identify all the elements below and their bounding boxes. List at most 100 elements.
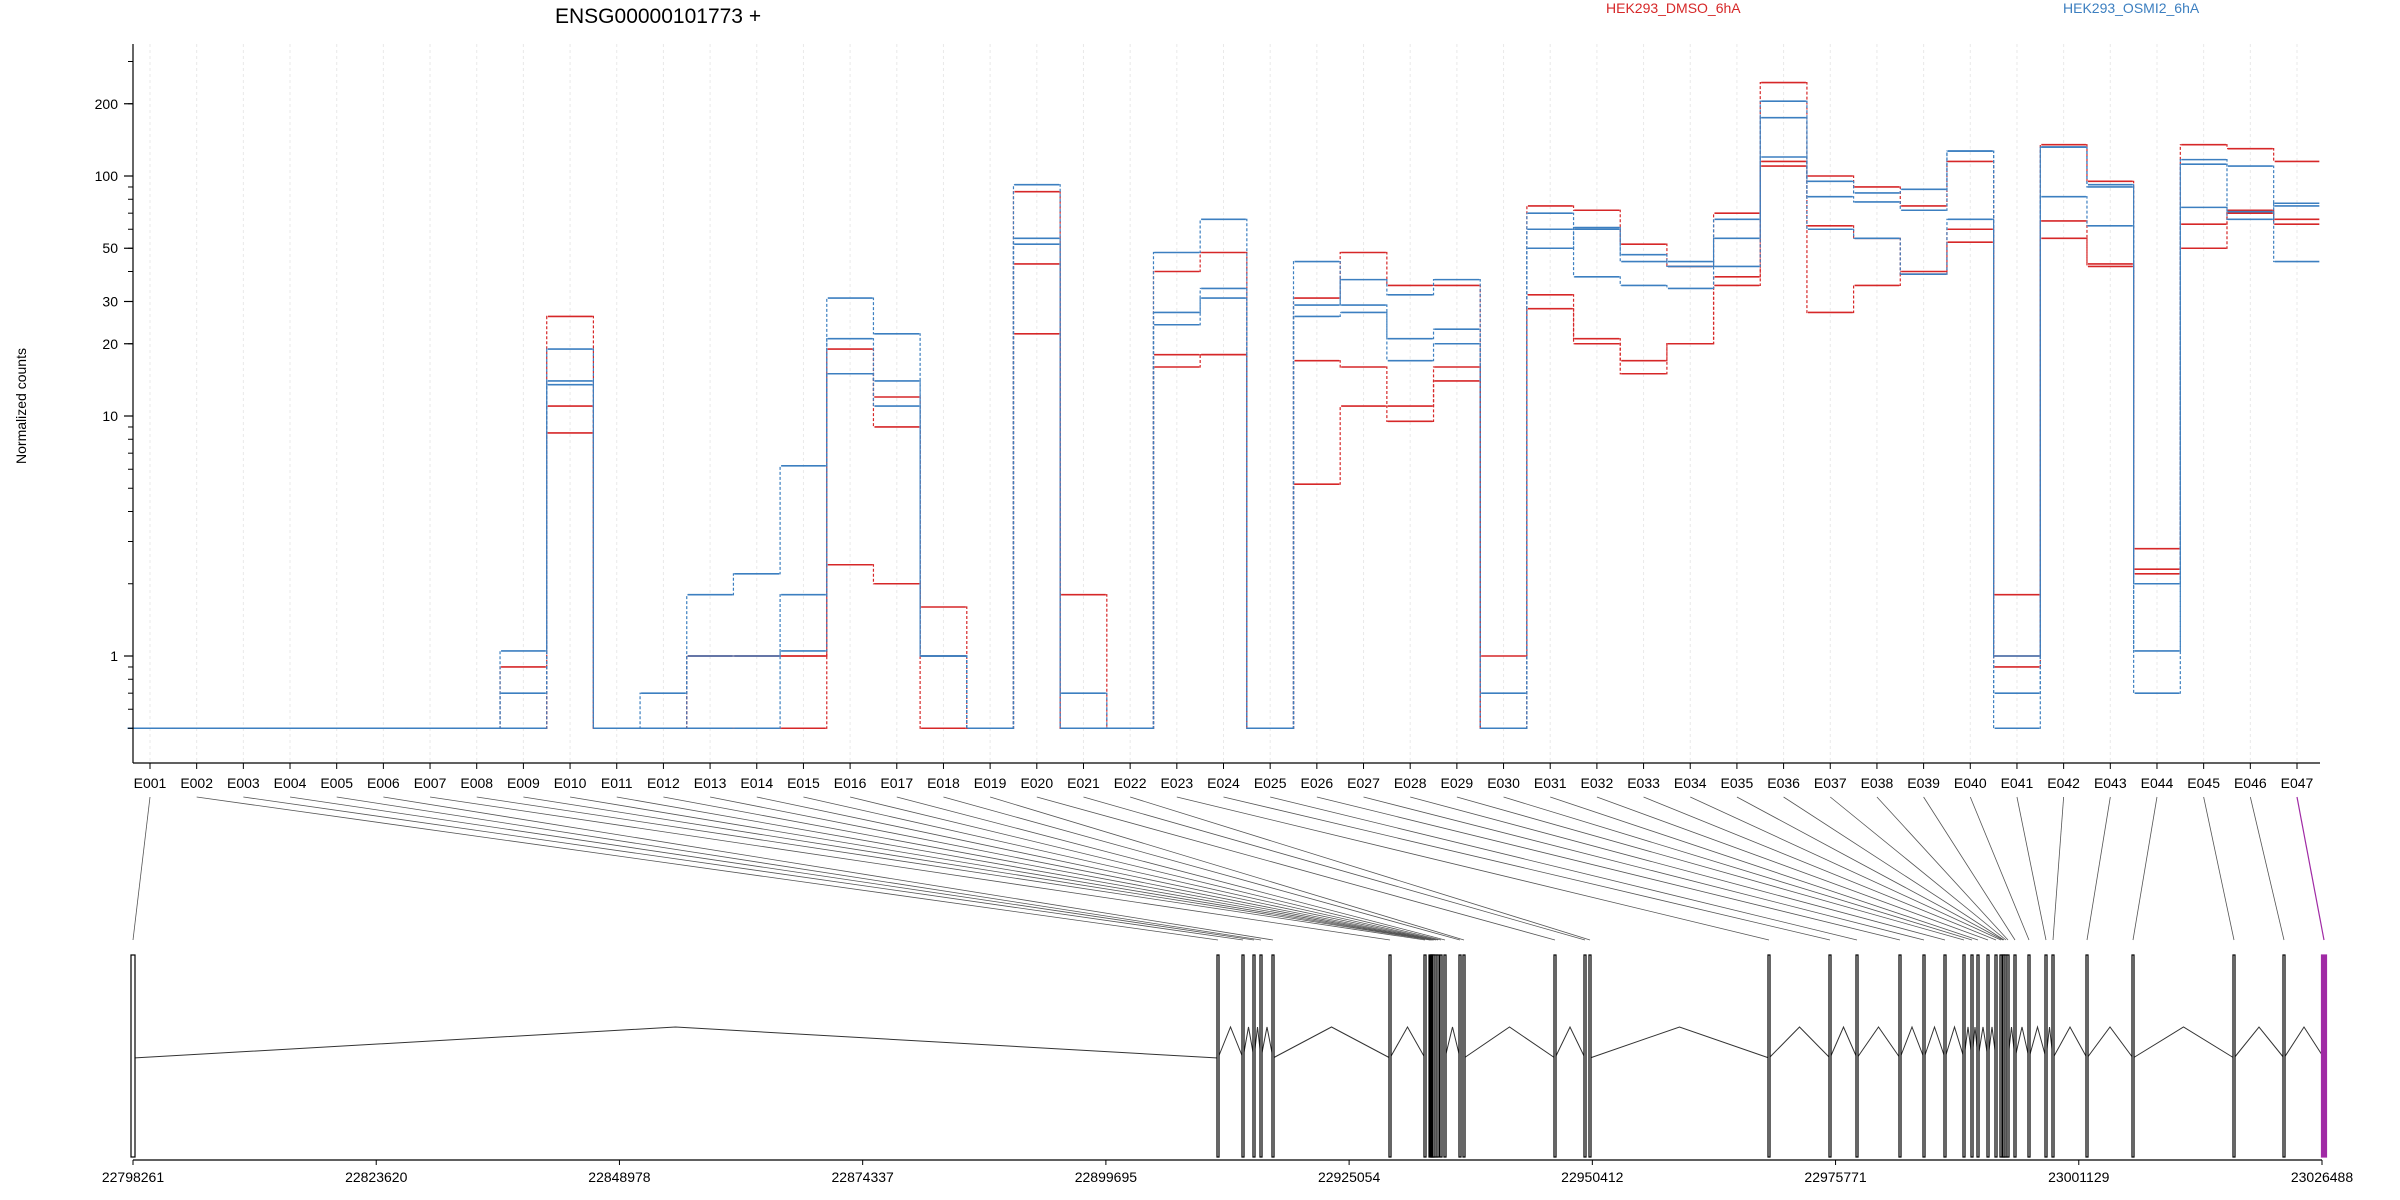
legend-entry-dmso: HEK293_DMSO_6hA xyxy=(1606,0,1741,16)
exon-connector xyxy=(756,796,1437,941)
exon-connector xyxy=(1456,796,1965,941)
exon-connector xyxy=(523,796,1431,941)
exon-connector xyxy=(2203,796,2235,941)
series-connector xyxy=(1152,270,1155,729)
series-connector xyxy=(2085,146,2088,186)
exon-box xyxy=(1216,954,1220,1158)
exon-box xyxy=(1962,954,1966,1158)
genomic-coordinate-label: 23026488 xyxy=(2291,1169,2354,1185)
series-connector xyxy=(1665,343,1668,375)
exon-box xyxy=(2027,954,2031,1158)
series-connector xyxy=(2225,163,2228,220)
series-connector xyxy=(1199,218,1202,254)
exon-label: E018 xyxy=(927,775,960,791)
series-connector xyxy=(1899,188,1902,194)
exon-label: E005 xyxy=(320,775,353,791)
exon-connector xyxy=(2016,796,2047,941)
series-connector xyxy=(919,333,922,657)
exon-box xyxy=(1553,954,1557,1158)
series-connector xyxy=(1385,366,1388,407)
series-connector xyxy=(1572,226,1575,249)
series-connector xyxy=(1525,308,1528,657)
exon-label: E036 xyxy=(1767,775,1800,791)
intron-arc xyxy=(2283,1026,2325,1059)
exon-connectors xyxy=(132,796,2325,941)
intron-arc xyxy=(1856,1026,1901,1059)
exon-connector xyxy=(1270,796,1858,941)
intron-arc xyxy=(2132,1026,2235,1059)
exon-box xyxy=(1828,954,1832,1158)
series-connector xyxy=(1852,196,1855,203)
exon-box xyxy=(1439,954,1443,1158)
genomic-coordinate-label: 22925054 xyxy=(1318,1169,1381,1185)
exon-connector xyxy=(476,796,1426,941)
exon-label: E027 xyxy=(1347,775,1380,791)
exon-box xyxy=(1767,954,1771,1158)
series-connector xyxy=(499,650,502,729)
exon-connector xyxy=(616,796,1433,941)
series-connector xyxy=(1432,343,1435,362)
series-connector xyxy=(1012,243,1015,729)
series-connector xyxy=(732,573,735,596)
series-connector xyxy=(872,373,875,407)
exon-label: E012 xyxy=(647,775,680,791)
exon-label: E031 xyxy=(1534,775,1567,791)
exon-box xyxy=(2013,954,2017,1158)
exon-label: E013 xyxy=(694,775,727,791)
exon-label: E042 xyxy=(2047,775,2080,791)
exon-connector xyxy=(1596,796,1989,941)
y-ticks: 1 10 20 30 50 100 200 xyxy=(95,60,133,729)
exon-box xyxy=(2051,954,2055,1158)
exon-label: E037 xyxy=(1814,775,1847,791)
series-connector xyxy=(1059,243,1062,729)
series-connector xyxy=(2132,184,2135,585)
series-connector xyxy=(1152,311,1155,729)
exon-label: E017 xyxy=(880,775,913,791)
exon-label: E002 xyxy=(180,775,213,791)
series-connector xyxy=(872,297,875,335)
series-connector xyxy=(825,373,828,652)
series-connector xyxy=(965,655,968,729)
series-connector xyxy=(2085,220,2088,265)
exon-box xyxy=(2131,954,2135,1158)
exon-label: E025 xyxy=(1254,775,1287,791)
series xyxy=(127,160,2320,730)
series-connector xyxy=(1619,343,1622,375)
exon-connector xyxy=(1316,796,1901,941)
intron-arc xyxy=(2233,1026,2285,1059)
exon-label: E046 xyxy=(2234,775,2267,791)
series-connector xyxy=(1432,279,1435,296)
exon-box xyxy=(1458,954,1462,1158)
intron-arc xyxy=(1463,1026,1556,1059)
exon-connector xyxy=(1223,796,1831,941)
intron-arc xyxy=(2052,1025,2088,1059)
series-connector xyxy=(1619,276,1622,287)
intron-arc xyxy=(1899,1025,1925,1059)
series-connector xyxy=(1432,328,1435,340)
intron-arc xyxy=(1554,1025,1586,1059)
series xyxy=(127,146,2320,730)
intron-arc xyxy=(1444,1026,1461,1059)
exon-connector xyxy=(896,796,1446,941)
exon-box xyxy=(1423,954,1427,1158)
series-connector xyxy=(1899,237,1902,275)
exon-box xyxy=(1976,954,1980,1158)
exon-label: E021 xyxy=(1067,775,1100,791)
series-connector xyxy=(1665,284,1668,290)
exon-box xyxy=(2320,954,2328,1158)
exon-label: E032 xyxy=(1581,775,1614,791)
exon-connector xyxy=(1690,796,2002,941)
series-connector xyxy=(1945,218,1948,275)
exon-connector xyxy=(1083,796,1586,941)
exon-label: E014 xyxy=(740,775,773,791)
genomic-coordinates: 22798261 22823620 22848978 22874337 22899695… xyxy=(102,1159,2354,1185)
exon-connector xyxy=(243,796,1244,941)
series-connector xyxy=(545,348,548,652)
exon-label: E038 xyxy=(1861,775,1894,791)
exon-connector xyxy=(196,796,1219,941)
intron-arc xyxy=(2028,1025,2047,1059)
series-connector xyxy=(1572,294,1575,345)
exon-label: E010 xyxy=(554,775,587,791)
series-connector xyxy=(1992,150,1995,729)
exon-connector xyxy=(1923,796,2016,941)
